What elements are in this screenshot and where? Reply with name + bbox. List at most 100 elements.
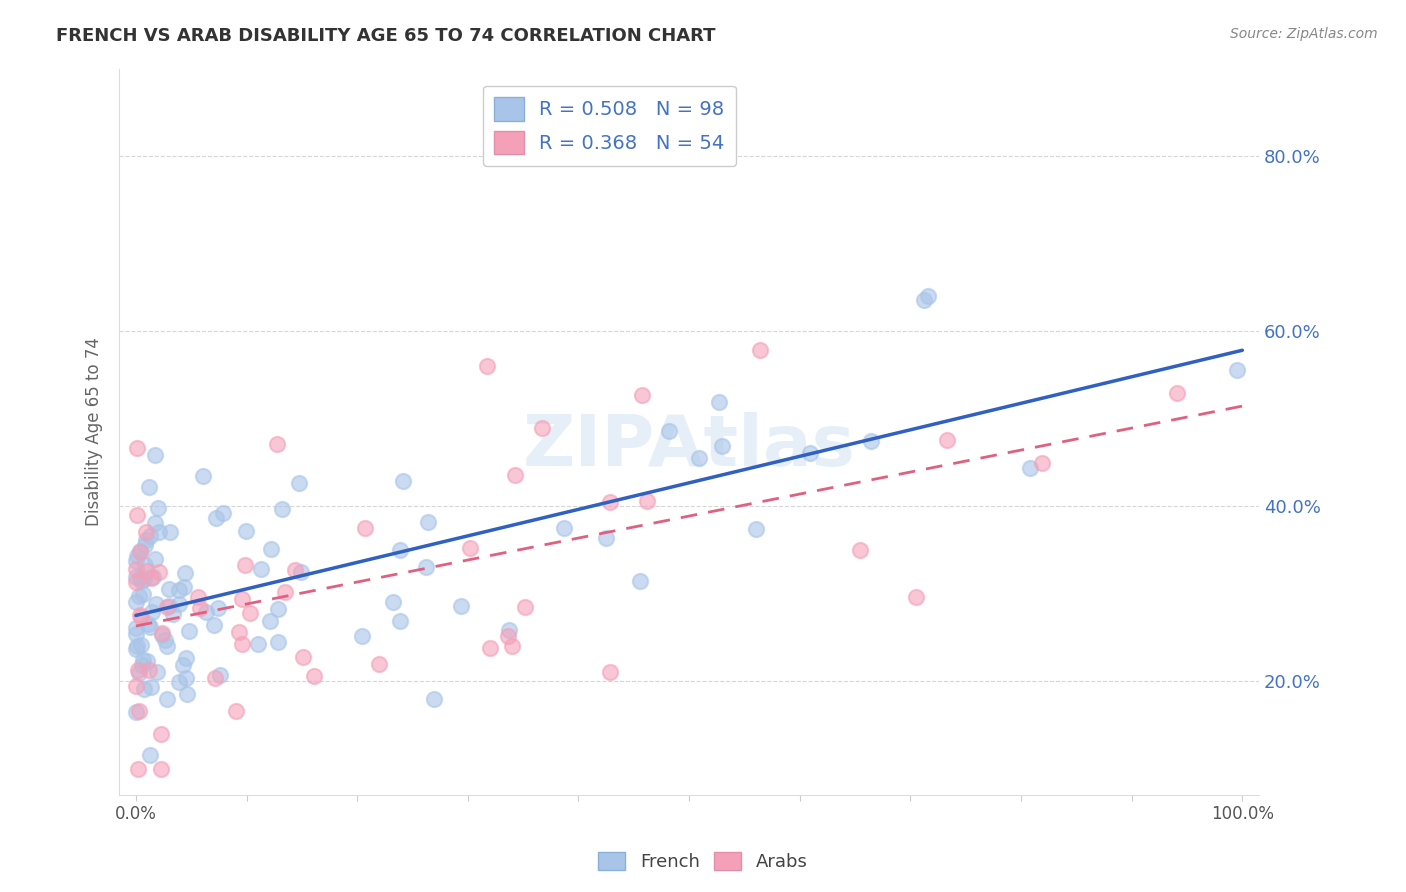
French <box>129 639 152 653</box>
French <box>270 502 292 516</box>
French <box>156 692 179 706</box>
French <box>125 621 148 635</box>
Arabs <box>501 639 523 653</box>
French <box>174 650 197 665</box>
French <box>193 468 215 483</box>
Arabs <box>190 600 212 615</box>
Arabs <box>138 663 160 677</box>
French <box>553 521 575 535</box>
French <box>176 687 198 701</box>
Arabs <box>935 433 957 447</box>
Arabs <box>139 571 162 585</box>
French <box>388 543 411 558</box>
French <box>381 594 404 608</box>
Arabs <box>127 762 149 776</box>
Arabs <box>128 607 150 622</box>
French <box>173 580 195 594</box>
French <box>423 692 446 706</box>
French <box>260 541 283 556</box>
French <box>141 680 163 694</box>
French <box>628 574 651 588</box>
French <box>288 476 311 491</box>
French <box>392 475 415 489</box>
Arabs <box>187 591 209 605</box>
Arabs <box>367 657 389 672</box>
Arabs <box>125 562 148 576</box>
French <box>157 582 180 596</box>
Arabs <box>748 343 770 358</box>
Arabs <box>599 495 621 509</box>
French <box>125 642 148 657</box>
French <box>146 500 169 515</box>
Arabs <box>636 493 658 508</box>
French <box>917 289 939 303</box>
French <box>389 614 412 628</box>
French <box>247 637 270 651</box>
French <box>131 586 153 600</box>
Arabs <box>231 592 253 607</box>
Text: Source: ZipAtlas.com: Source: ZipAtlas.com <box>1230 27 1378 41</box>
French <box>142 570 165 584</box>
Arabs <box>235 558 257 572</box>
French <box>150 628 173 642</box>
French <box>162 607 184 622</box>
French <box>799 446 821 460</box>
French <box>148 524 170 539</box>
French <box>128 589 150 603</box>
French <box>207 600 229 615</box>
Arabs <box>475 359 498 374</box>
Arabs <box>135 564 157 578</box>
French <box>249 562 271 576</box>
Legend: French, Arabs: French, Arabs <box>591 845 815 879</box>
French <box>745 522 768 536</box>
French <box>912 293 935 307</box>
French <box>131 657 153 672</box>
French <box>128 666 150 681</box>
Arabs <box>156 599 179 614</box>
French <box>139 748 162 763</box>
Text: FRENCH VS ARAB DISABILITY AGE 65 TO 74 CORRELATION CHART: FRENCH VS ARAB DISABILITY AGE 65 TO 74 C… <box>56 27 716 45</box>
French <box>688 451 710 466</box>
French <box>146 665 169 679</box>
French <box>595 531 617 545</box>
Arabs <box>128 545 150 559</box>
Arabs <box>127 508 149 522</box>
French <box>134 681 156 696</box>
French <box>135 533 157 548</box>
Arabs <box>127 663 149 677</box>
Arabs <box>531 420 554 434</box>
Arabs <box>284 563 307 577</box>
French <box>450 599 472 613</box>
French <box>143 448 166 462</box>
French <box>415 560 437 574</box>
French <box>179 624 201 638</box>
French <box>143 516 166 530</box>
French <box>212 506 235 520</box>
Arabs <box>225 704 247 718</box>
Arabs <box>513 600 536 615</box>
Arabs <box>149 727 172 741</box>
Arabs <box>125 679 148 693</box>
French <box>167 597 190 611</box>
French <box>134 558 156 572</box>
Arabs <box>204 671 226 685</box>
French <box>125 705 148 719</box>
French <box>128 571 150 585</box>
Arabs <box>599 665 621 679</box>
Arabs <box>630 388 652 402</box>
Arabs <box>905 590 928 604</box>
French <box>135 654 157 668</box>
French <box>267 602 290 616</box>
French <box>125 626 148 640</box>
Arabs <box>149 762 172 776</box>
Arabs <box>503 468 526 483</box>
Arabs <box>496 628 519 642</box>
French <box>159 525 181 540</box>
Arabs <box>1166 386 1188 401</box>
French <box>139 620 162 634</box>
Y-axis label: Disability Age 65 to 74: Disability Age 65 to 74 <box>86 337 103 526</box>
Arabs <box>460 541 482 556</box>
French <box>132 572 155 586</box>
Arabs <box>292 649 315 664</box>
French <box>132 653 155 667</box>
